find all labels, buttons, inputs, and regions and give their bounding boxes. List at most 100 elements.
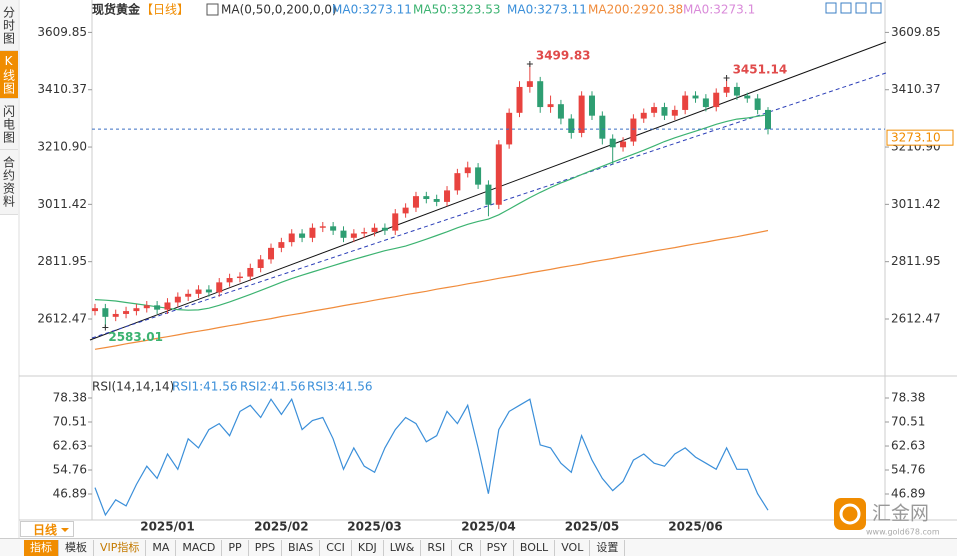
- ma-label: MA0:3273.11: [332, 3, 412, 17]
- tab[interactable]: 闪电图: [0, 99, 18, 150]
- toolbar-item[interactable]: PP: [222, 539, 249, 556]
- candle-body: [319, 226, 326, 228]
- candle-body: [723, 86, 730, 93]
- candle-body: [485, 184, 492, 205]
- price-label: 3273.10: [891, 131, 941, 145]
- x-tick-label: 2025/01: [140, 520, 194, 534]
- candle-body: [257, 259, 264, 268]
- toolbar-icons[interactable]: [825, 2, 882, 14]
- toolbar-item[interactable]: 模板: [59, 539, 94, 556]
- rsi-title: RSI(14,14,14): [92, 380, 174, 394]
- logo-url: www.gold678.com: [866, 528, 940, 537]
- y-tick-label: 78.38: [53, 391, 87, 405]
- high-label: 3451.14: [733, 63, 788, 77]
- x-tick-label: 2025/06: [668, 520, 722, 534]
- y-tick-label: 3011.42: [891, 197, 941, 211]
- candle-body: [268, 247, 275, 260]
- candle-body: [174, 296, 181, 303]
- y-tick-label: 2612.47: [891, 311, 941, 325]
- candle-body: [309, 227, 316, 238]
- toolbar-item[interactable]: VOL: [555, 539, 591, 556]
- logo-name: 汇金网: [872, 503, 929, 525]
- tab[interactable]: 分时图: [0, 0, 18, 51]
- candle-body: [754, 98, 761, 110]
- y-tick-label: 70.51: [53, 414, 87, 428]
- toolbar-item[interactable]: BOLL: [514, 539, 556, 556]
- tab[interactable]: K线图: [0, 51, 18, 99]
- toolbar-item[interactable]: PSY: [481, 539, 514, 556]
- rsi-label: RSI3:41.56: [307, 380, 373, 394]
- y-tick-label: 70.51: [891, 414, 925, 428]
- candle-body: [195, 289, 202, 294]
- candle-body: [516, 86, 523, 113]
- candle-body: [433, 199, 440, 202]
- logo-icon: [834, 498, 866, 530]
- toolbar-item[interactable]: 设置: [590, 539, 626, 556]
- candle-body: [288, 233, 295, 243]
- candle-body: [464, 167, 471, 174]
- tab[interactable]: 合约资料: [0, 150, 18, 215]
- title: 现货黄金: [92, 2, 141, 17]
- indicator: MA(0,50,0,200,0,0): [221, 3, 337, 17]
- ma-label: MA0:3273.1: [683, 3, 755, 17]
- candle-body: [454, 173, 461, 191]
- icon[interactable]: [206, 3, 219, 16]
- toolbar-item[interactable]: CCI: [320, 539, 352, 556]
- candle-body: [299, 233, 306, 238]
- candle-body: [278, 242, 285, 248]
- x-tick-label: 2025/03: [347, 520, 401, 534]
- marker: [102, 324, 109, 331]
- candle-body: [692, 95, 699, 99]
- candle-body: [599, 115, 606, 139]
- candle-body: [630, 118, 637, 142]
- y-tick-label: 2612.47: [37, 311, 87, 325]
- ma-label: MA200:2920.38: [588, 3, 683, 17]
- candle-body: [350, 233, 357, 238]
- candle-body: [123, 311, 130, 314]
- y-tick-label: 62.63: [53, 439, 87, 453]
- candle-body: [765, 109, 771, 130]
- candle-body: [154, 305, 161, 310]
- high-label: 3499.83: [536, 49, 591, 63]
- candle-body: [620, 141, 627, 148]
- ma-label: MA50:3323.53: [413, 3, 501, 17]
- y-tick-label: 2811.95: [37, 254, 87, 268]
- candle-body: [475, 167, 482, 185]
- candle-body: [609, 138, 616, 148]
- toolbar-item[interactable]: LW&: [384, 539, 422, 556]
- y-tick-label: 3210.90: [37, 140, 87, 154]
- period-select[interactable]: 日线: [20, 521, 74, 537]
- candle-body: [651, 107, 658, 113]
- candle-body: [340, 230, 347, 238]
- candle-body: [205, 289, 212, 293]
- toolbar-item[interactable]: PPS: [249, 539, 282, 556]
- y-tick-label: 54.76: [891, 463, 925, 477]
- toolbar-item[interactable]: RSI: [421, 539, 453, 556]
- candle-body: [402, 207, 409, 214]
- candle-body: [578, 95, 585, 133]
- candle-body: [412, 196, 419, 208]
- toolbar-item[interactable]: MACD: [176, 539, 223, 556]
- candle-body: [423, 196, 430, 200]
- candle-body: [133, 308, 140, 312]
- candle-body: [506, 112, 513, 145]
- toolbar-item[interactable]: 指标: [24, 539, 59, 556]
- toolbar-item[interactable]: MA: [146, 539, 177, 556]
- price-box: [886, 129, 954, 146]
- candle-body: [247, 267, 254, 277]
- y-tick-label: 62.63: [891, 439, 925, 453]
- candle-body: [682, 95, 689, 110]
- toolbar-item[interactable]: CR: [452, 539, 481, 556]
- logo-icon: [839, 503, 861, 525]
- candle-body: [371, 227, 378, 233]
- marker: [723, 75, 730, 82]
- marker: [526, 61, 533, 68]
- toolbar-item[interactable]: BIAS: [282, 539, 321, 556]
- rsi-label: RSI2:41.56: [240, 380, 306, 394]
- candle-body: [661, 107, 668, 116]
- toolbar-item[interactable]: KDJ: [352, 539, 384, 556]
- x-tick-label: 2025/04: [461, 520, 515, 534]
- toolbar-item[interactable]: VIP指标: [94, 539, 147, 556]
- candle-body: [547, 104, 554, 108]
- candle-body: [102, 308, 109, 317]
